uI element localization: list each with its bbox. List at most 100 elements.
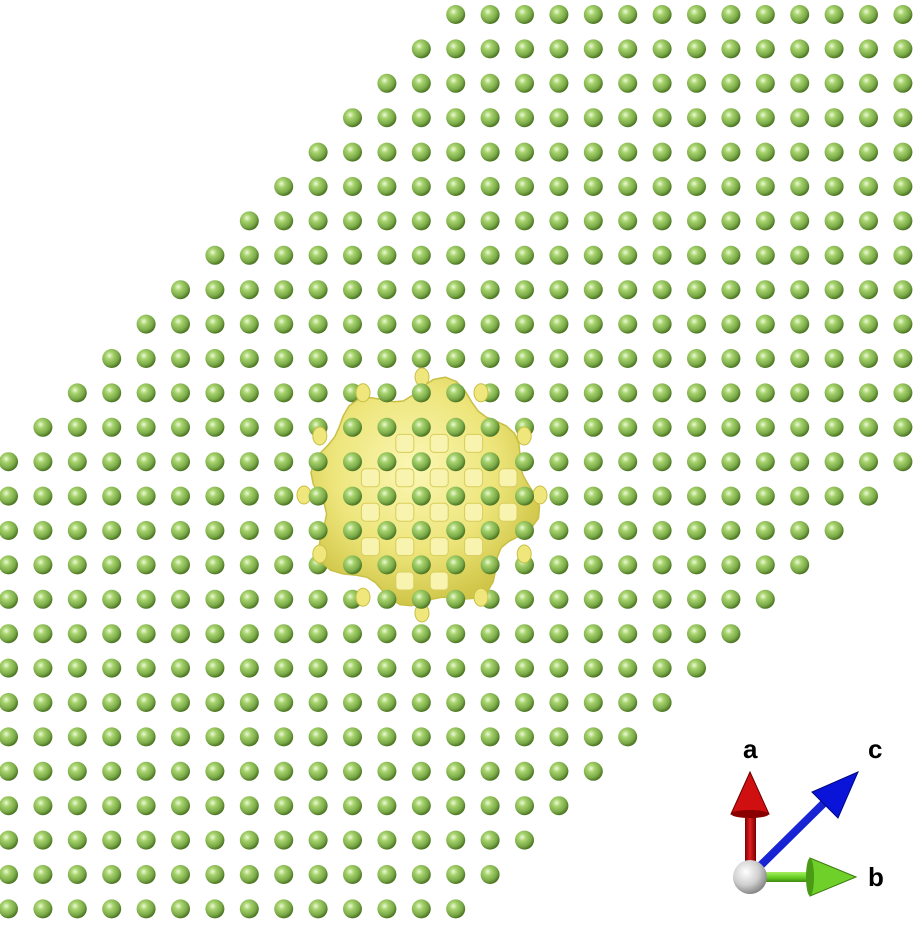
atom: [205, 727, 225, 747]
atom: [515, 349, 534, 368]
atom: [652, 177, 672, 196]
isosurface-cavity: [429, 468, 449, 488]
atom: [583, 589, 603, 609]
atom: [411, 108, 431, 128]
atom: [824, 280, 844, 300]
atom: [171, 314, 190, 334]
atom: [0, 761, 18, 781]
atom: [721, 5, 741, 24]
axis-c-arrow: [746, 771, 859, 880]
atom: [549, 73, 569, 93]
atom: [824, 383, 844, 403]
atom: [721, 521, 741, 540]
atom: [67, 486, 87, 506]
atom: [515, 383, 534, 403]
atom: [790, 73, 810, 93]
atom: [343, 865, 362, 884]
atom: [859, 314, 878, 334]
atom: [343, 761, 362, 781]
atom: [515, 589, 534, 609]
atom: [824, 486, 844, 506]
atom: [377, 280, 397, 300]
atom: [102, 349, 122, 368]
atom-lattice-back: [0, 5, 913, 919]
atom: [480, 280, 500, 300]
atom: [136, 521, 156, 540]
atom: [67, 452, 87, 472]
atom: [0, 727, 18, 747]
atom: [515, 761, 534, 781]
atom: [411, 417, 431, 437]
atom: [446, 727, 466, 747]
atom: [446, 452, 466, 472]
atom: [583, 5, 603, 24]
atom: [583, 383, 603, 403]
atom: [446, 383, 466, 403]
atom: [652, 142, 672, 162]
atom: [67, 761, 87, 781]
atom: [205, 314, 225, 334]
atom: [411, 761, 431, 781]
atom: [274, 211, 294, 231]
atom: [755, 280, 775, 300]
atom: [515, 727, 534, 747]
atom: [652, 383, 672, 403]
atom: [480, 796, 500, 816]
atom: [652, 349, 672, 368]
atom: [618, 108, 638, 128]
atom: [652, 658, 672, 678]
axis-origin-sphere: [733, 860, 767, 894]
atom: [859, 5, 878, 24]
atom: [67, 865, 87, 884]
atom: [67, 521, 87, 540]
atom: [652, 245, 672, 265]
atom: [67, 555, 87, 575]
atom: [205, 865, 225, 884]
isosurface-lobe: [355, 587, 371, 607]
atom: [377, 899, 397, 919]
atom: [790, 555, 810, 575]
atom: [308, 693, 328, 712]
atom: [377, 417, 397, 437]
atom: [893, 383, 913, 403]
atom: [274, 727, 294, 747]
atom: [377, 142, 397, 162]
atom: [171, 796, 190, 816]
atom: [687, 349, 706, 368]
atom: [549, 417, 569, 437]
atom: [171, 693, 190, 712]
atom: [480, 245, 500, 265]
atom: [239, 349, 259, 368]
atom: [446, 417, 466, 437]
atom: [893, 314, 913, 334]
atom: [205, 245, 225, 265]
isosurface-cavity: [360, 537, 380, 557]
atom: [480, 727, 500, 747]
atom: [308, 280, 328, 300]
atom: [790, 349, 810, 368]
atom: [790, 211, 810, 231]
atom: [274, 486, 294, 506]
atom: [583, 211, 603, 231]
atom: [687, 211, 706, 231]
atom: [205, 830, 225, 850]
atom: [824, 39, 844, 59]
atom: [824, 452, 844, 472]
atom: [274, 349, 294, 368]
atom: [480, 211, 500, 231]
atom: [377, 108, 397, 128]
atom: [687, 417, 706, 437]
atom: [446, 177, 466, 196]
atom: [859, 142, 878, 162]
atom: [343, 245, 362, 265]
atom: [515, 245, 534, 265]
atom: [343, 314, 362, 334]
atom: [0, 486, 18, 506]
atom: [239, 761, 259, 781]
atom: [239, 417, 259, 437]
atom: [67, 383, 87, 403]
atom: [274, 796, 294, 816]
atom: [239, 280, 259, 300]
atom: [33, 899, 53, 919]
atom: [33, 693, 53, 712]
